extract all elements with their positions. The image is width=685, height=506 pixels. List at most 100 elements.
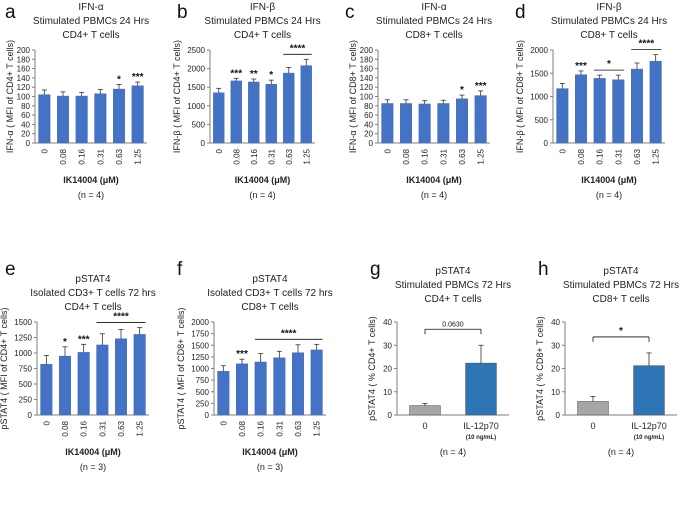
chart-title-line: pSTAT4 — [603, 266, 639, 277]
chart-panel-f: f pSTAT4 Isolated CD3+ T cells 72 hrs CD8+ … — [176, 259, 333, 472]
x-axis-label: IK14004 (μM) — [242, 447, 298, 457]
y-tick-label: 0 — [205, 411, 210, 420]
bar-0.16 — [593, 78, 606, 144]
x-tick-label: 0.63 — [633, 148, 642, 164]
x-tick-label: 0.08 — [402, 148, 411, 164]
chart-title-line: IFN-β — [250, 2, 275, 13]
x-tick-label: 0.08 — [61, 420, 70, 436]
chart-title-line: Stimulated PBMCs 72 Hrs — [395, 280, 511, 291]
x-tick-label: 0 — [590, 421, 595, 431]
bar-0.31 — [96, 344, 109, 416]
y-tick-label: 0 — [369, 139, 374, 148]
y-tick-label: 500 — [192, 120, 206, 129]
y-tick-label: 500 — [19, 380, 33, 389]
x-tick-sublabel: (10 ng/mL) — [466, 435, 496, 441]
significance-label: ** — [250, 69, 258, 80]
chart-title-line: pSTAT4 — [435, 266, 471, 277]
x-tick-label: 0.63 — [294, 420, 303, 436]
x-axis-label: IK14004 (μM) — [406, 175, 462, 185]
chart-title-line: Stimulated PBMCs 72 Hrs — [563, 280, 679, 291]
y-tick-label: 20 — [551, 365, 560, 374]
x-tick-label: 0.63 — [458, 148, 467, 164]
y-tick-label: 2000 — [187, 65, 205, 74]
y-tick-label: 0 — [388, 411, 393, 420]
panel-letter-g: g — [370, 259, 381, 280]
bar-0 — [409, 405, 441, 416]
bar-IL-12p70 — [633, 365, 665, 416]
x-tick-label: 1.25 — [134, 148, 143, 164]
y-tick-label: 140 — [360, 74, 374, 83]
panel-letter-h: h — [538, 259, 549, 280]
bar-0.63 — [115, 338, 127, 416]
chart-title-line: Stimulated PBMCs 24 Hrs — [204, 16, 320, 27]
y-tick-label: 60 — [364, 111, 373, 120]
y-tick-label: 30 — [551, 341, 560, 350]
bar-1.25 — [133, 334, 146, 416]
x-axis-label: IK14004 (μM) — [235, 175, 291, 185]
chart-title-line: Isolated CD3+ T cells 72 hrs — [30, 288, 156, 299]
y-tick-label: 40 — [364, 120, 373, 129]
bar-0.31 — [437, 103, 450, 144]
y-tick-label: 100 — [360, 93, 374, 102]
bar-0 — [381, 103, 394, 144]
significance-label: *** — [475, 81, 487, 92]
chart-title-line: Stimulated PBMCs 24 Hrs — [33, 16, 149, 27]
x-tick-label: 1.25 — [302, 148, 311, 164]
bar-0.08 — [575, 74, 587, 144]
y-axis-label: pSTAT4 ( MFI of CD8+ T cells) — [176, 307, 186, 429]
chart-title-line: CD4+ T cells — [234, 30, 291, 41]
y-tick-label: 1500 — [14, 318, 32, 327]
x-tick-label: 0.31 — [267, 148, 276, 164]
y-tick-label: 1750 — [191, 330, 209, 339]
y-tick-label: 20 — [364, 130, 373, 139]
bar-0.08 — [230, 80, 242, 144]
x-tick-label: 0.63 — [115, 148, 124, 164]
bar-IL-12p70 — [465, 362, 497, 416]
n-label: (n = 4) — [440, 447, 466, 457]
bar-1.25 — [474, 95, 487, 144]
x-tick-label: 0.31 — [275, 420, 284, 436]
y-tick-label: 0 — [201, 139, 206, 148]
bar-0.31 — [612, 79, 625, 144]
y-tick-label: 140 — [17, 74, 31, 83]
chart-title-line: CD8+ T cells — [241, 302, 298, 313]
chart-title-line: Isolated CD3+ T cells 72 hrs — [207, 288, 333, 299]
y-tick-label: 80 — [364, 102, 373, 111]
y-tick-label: 0 — [556, 411, 561, 420]
significance-label: *** — [230, 68, 242, 79]
n-label: (n = 3) — [257, 462, 283, 472]
significance-label: **** — [281, 328, 297, 339]
x-tick-label: 0.08 — [232, 148, 241, 164]
bar-0.63 — [631, 68, 643, 144]
x-tick-label: 0 — [215, 148, 224, 153]
y-tick-label: 80 — [21, 102, 30, 111]
y-axis-label: IFN-α ( MFI of CD8+ T cells) — [348, 40, 358, 153]
y-tick-label: 2000 — [191, 318, 209, 327]
y-axis-label: IFN-β ( MFI of CD4+ T cells) — [172, 40, 182, 153]
x-tick-label: 0 — [383, 148, 392, 153]
bar-0.16 — [418, 103, 431, 144]
significance-label: *** — [575, 61, 587, 72]
y-tick-label: 750 — [196, 376, 210, 385]
significance-label: * — [63, 337, 67, 348]
bar-0.08 — [400, 103, 412, 144]
significance-label: **** — [639, 39, 655, 50]
x-tick-label: 0.63 — [117, 420, 126, 436]
chart-panel-h: h pSTAT4 Stimulated PBMCs 72 Hrs CD8+ T cel… — [535, 259, 679, 457]
y-axis-label: pSTAT4 ( MFI of CD4+ T cells) — [0, 307, 9, 429]
chart-panel-b: b IFN-β Stimulated PBMCs 24 Hrs CD4+ T cell… — [172, 2, 321, 200]
x-tick-label: 0.16 — [421, 148, 430, 164]
significance-label: * — [117, 74, 121, 85]
chart-title-line: pSTAT4 — [252, 274, 288, 285]
bar-0.31 — [273, 357, 286, 416]
n-label: (n = 4) — [78, 190, 104, 200]
y-axis-label: IFN-α ( MFI of CD4+ T cells) — [5, 40, 15, 153]
chart-panel-d: d IFN-β Stimulated PBMCs 24 Hrs CD8+ T cell… — [515, 2, 667, 200]
chart-panel-a: a IFN-α Stimulated PBMCs 24 Hrs CD4+ T cell… — [5, 2, 149, 200]
n-label: (n = 4) — [249, 190, 275, 200]
n-label: (n = 4) — [596, 190, 622, 200]
bar-0.63 — [292, 352, 304, 416]
bar-1.25 — [310, 349, 323, 416]
significance-label: * — [460, 85, 464, 96]
